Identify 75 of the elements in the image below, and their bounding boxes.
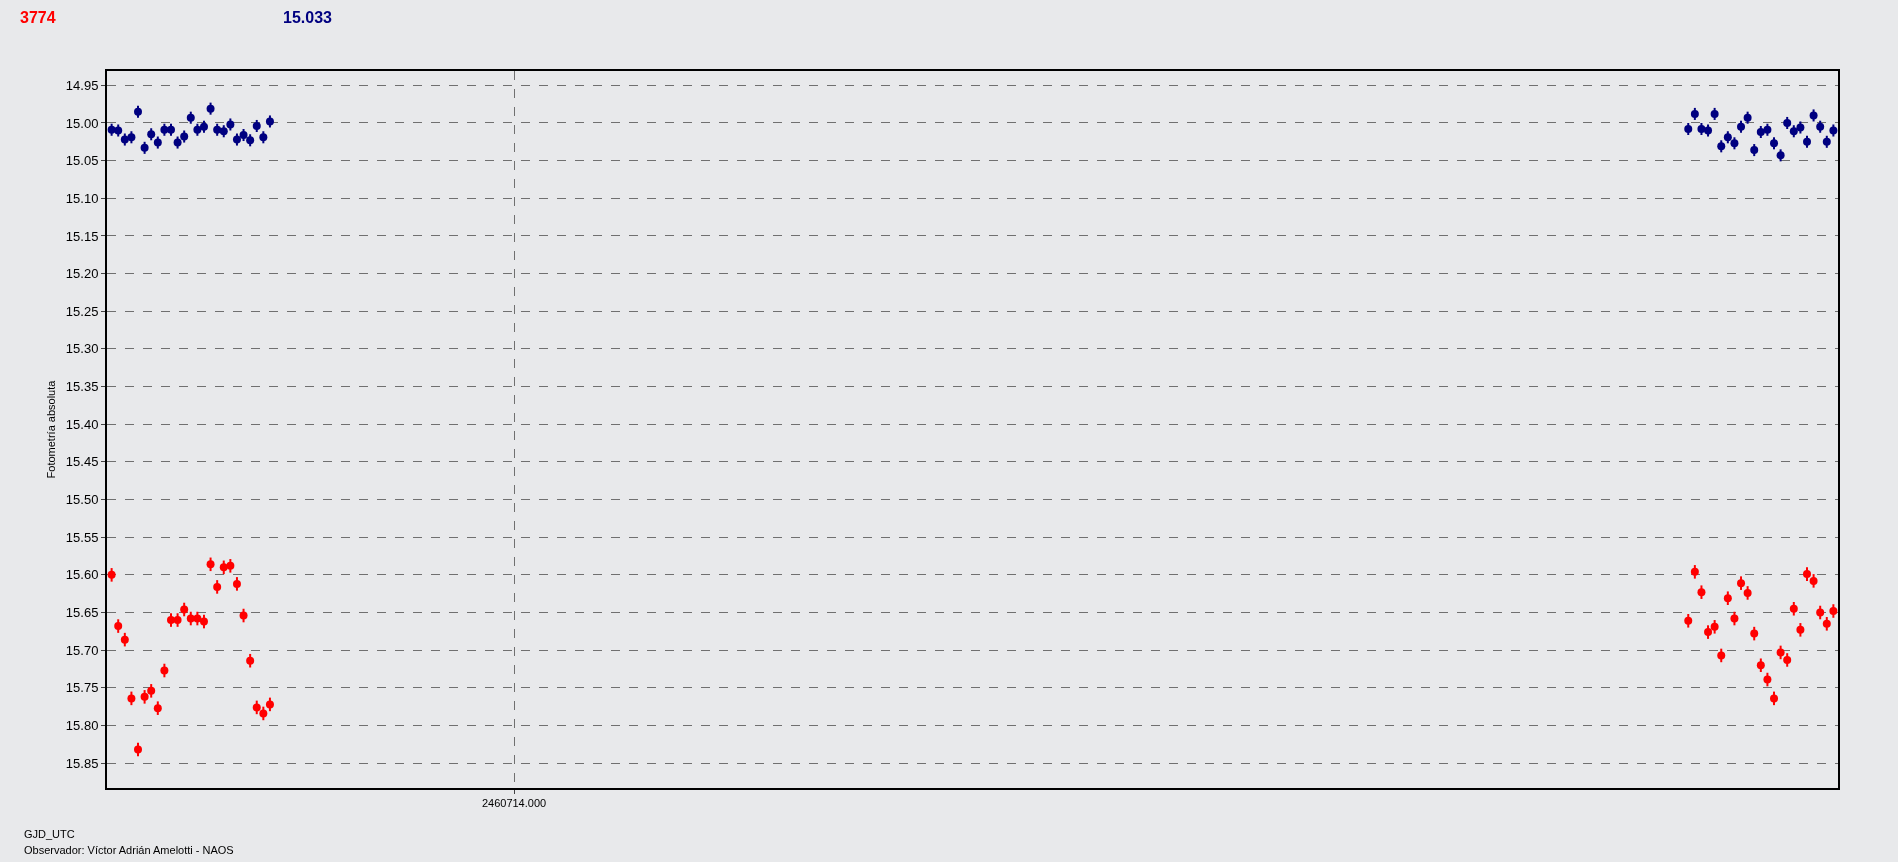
y-tick-label: 15.10 [65,190,99,206]
y-tick-label: 15.80 [65,718,99,734]
y-tick-label: 15.50 [65,492,99,508]
y-tick-label: 15.45 [65,454,99,470]
point [166,616,175,625]
point [1737,579,1746,588]
point [226,561,235,570]
point [186,614,195,623]
point [180,605,189,614]
y-tick-label: 15.85 [65,755,99,771]
point [206,560,215,569]
point [1730,614,1739,623]
text: 15.033 [283,9,333,26]
point [1710,622,1719,631]
point [239,611,248,620]
point [153,704,162,713]
point [259,709,268,718]
point [199,617,208,626]
point [1770,694,1779,703]
y-tick-label: 15.30 [65,341,99,357]
y-tick-label: 15.70 [65,642,99,658]
point [1717,651,1726,660]
point [219,563,228,572]
text: 3774 [20,9,56,26]
point [193,614,202,623]
point [1789,604,1798,613]
point [147,686,156,695]
point [114,622,123,631]
point [1756,661,1765,670]
point [1697,588,1706,597]
point [173,616,182,625]
point [1776,648,1785,657]
point [166,125,175,134]
point [1803,570,1811,579]
y-tick-label: 15.60 [65,567,99,583]
point [1809,576,1818,585]
y-tick-label: 15.05 [65,153,99,169]
point [1822,619,1831,628]
text: Observador: Víctor Adrián Amelotti - NAOS [24,844,234,856]
y-tick-label: 15.40 [65,416,99,432]
y-tick-label: 15.75 [65,680,99,696]
y-tick-label: 15.20 [65,266,99,282]
point [1816,608,1825,617]
y-tick-label: 15.15 [65,228,99,244]
point [1829,607,1838,616]
point [252,703,261,712]
point [140,692,149,701]
point [1796,625,1805,634]
point [213,582,222,591]
point [1763,675,1772,684]
point [1770,139,1779,148]
y-tick-label: 15.35 [65,379,99,395]
point [120,635,129,644]
point [1743,588,1752,597]
y-tick-label: 15.55 [65,529,99,545]
point [232,579,241,588]
y-axis-title: Fotometría absoluta [45,379,57,479]
y-tick-label: 15.65 [65,605,99,621]
x-axis-title: GJD_UTC [24,828,75,840]
point [265,700,274,709]
point [134,745,142,754]
point [1723,594,1732,603]
point [1750,629,1759,638]
point [1690,567,1699,576]
x-tick-label: 2460714.000 [481,797,547,810]
point [1704,628,1713,637]
y-tick-label: 15.25 [65,303,99,319]
point [160,666,169,675]
y-tick-label: 15.00 [65,115,99,131]
point [127,694,136,703]
point [1783,655,1792,664]
point [246,656,255,665]
point [1684,616,1693,625]
point [107,570,116,579]
y-tick-label: 14.95 [65,77,99,93]
